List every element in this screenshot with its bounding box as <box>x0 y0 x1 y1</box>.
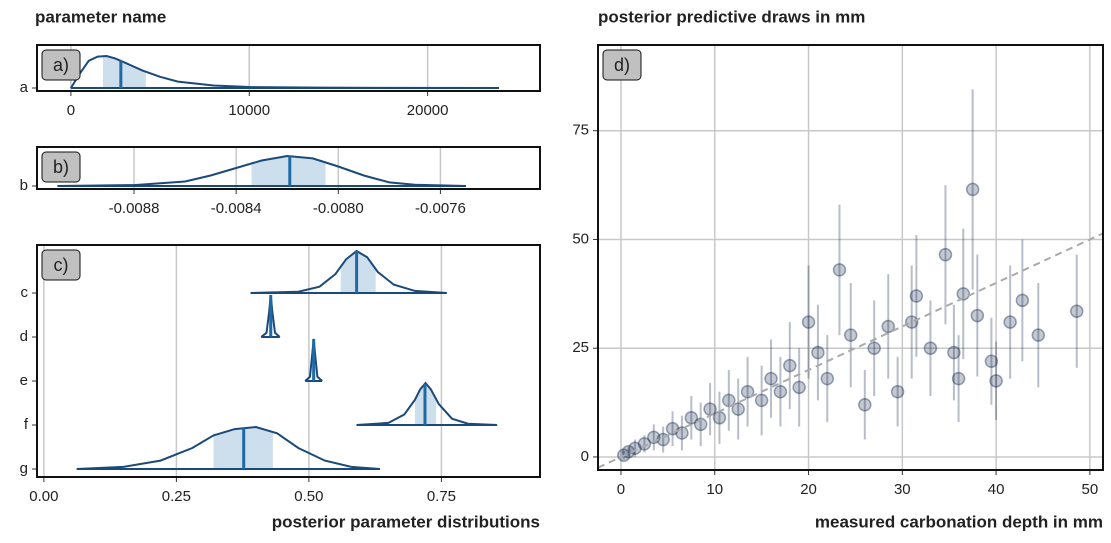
x-tick-label: 0.25 <box>162 488 191 505</box>
point <box>956 287 971 301</box>
panel-label-box <box>602 49 642 81</box>
panel-border <box>36 146 541 190</box>
point <box>731 402 745 416</box>
x-tick-label: 0.75 <box>427 488 456 505</box>
panel-label-text: b) <box>53 157 69 177</box>
point <box>740 384 755 399</box>
interval <box>102 56 146 88</box>
density-curve <box>356 381 498 426</box>
y-tick-label: 25 <box>572 339 589 356</box>
point <box>989 374 1003 388</box>
point <box>684 411 699 425</box>
point <box>965 182 980 197</box>
point <box>904 315 919 329</box>
chart-title: posterior predictive draws in mm <box>598 7 865 26</box>
density-curve <box>57 154 466 187</box>
x-tick-label: 50 <box>1082 481 1099 498</box>
x-tick-label: -0.0076 <box>415 200 466 217</box>
x-tick-label: 10000 <box>228 102 270 119</box>
point <box>858 397 872 412</box>
y-tick-label: d <box>20 328 28 345</box>
y-tick-label: g <box>20 460 28 477</box>
x-tick-label: 30 <box>894 481 911 498</box>
x-tick-label: 20 <box>800 481 817 498</box>
y-tick-label: b <box>20 177 28 194</box>
y-tick-label: e <box>20 372 28 389</box>
panel-label-text: d) <box>614 55 630 75</box>
panel-label: c) <box>41 249 81 281</box>
density-curve <box>70 54 499 89</box>
panel-label-box <box>41 249 81 281</box>
x-tick-label: -0.0084 <box>211 200 262 217</box>
point <box>890 384 905 399</box>
x-tick-label: 0.00 <box>29 488 58 505</box>
point <box>773 384 788 399</box>
density-curve <box>76 425 381 470</box>
y-tick-label: c <box>21 284 29 301</box>
point <box>1015 293 1030 308</box>
identity-line <box>597 232 1104 469</box>
panel-label-text: c) <box>54 255 69 275</box>
point <box>811 345 825 360</box>
point <box>938 247 953 262</box>
y-tick-label: a <box>20 79 29 96</box>
panel-border <box>597 44 1104 471</box>
y-tick-label: 75 <box>572 122 589 139</box>
point <box>754 393 769 408</box>
x-tick-label: 10 <box>706 481 723 498</box>
point <box>703 402 717 416</box>
x-tick-label: 20000 <box>407 102 449 119</box>
panel-border <box>36 44 541 92</box>
point <box>867 341 881 355</box>
point <box>947 345 961 360</box>
panel-label-text: a) <box>53 55 69 75</box>
point <box>1031 328 1046 342</box>
point <box>984 354 999 368</box>
point <box>951 371 966 386</box>
y-title: parameter name <box>35 7 166 26</box>
point <box>764 371 778 386</box>
panel-label: d) <box>602 49 642 81</box>
panel-border <box>36 244 541 478</box>
x-tick-label: 0 <box>67 102 75 119</box>
point <box>675 426 689 440</box>
point <box>712 411 727 425</box>
x-tick-label: 0 <box>617 481 625 498</box>
point <box>970 308 985 323</box>
x-title: measured carbonation depth in mm <box>815 512 1103 531</box>
y-tick-label: 50 <box>572 230 589 247</box>
panel-label: a) <box>41 49 81 81</box>
point <box>923 341 938 355</box>
point <box>1003 315 1017 329</box>
point <box>792 380 806 395</box>
y-tick-label: 0 <box>581 448 589 465</box>
point <box>801 315 816 329</box>
point <box>832 263 847 277</box>
point <box>1069 304 1084 318</box>
x-tick-label: -0.0080 <box>313 200 364 217</box>
point <box>843 328 858 342</box>
y-tick-label: f <box>24 416 29 433</box>
x-title: posterior parameter distributions <box>272 512 540 531</box>
point <box>783 358 797 373</box>
point <box>881 319 895 334</box>
panel-label: b) <box>41 151 81 183</box>
interval <box>340 251 376 293</box>
x-tick-label: 0.50 <box>294 488 323 505</box>
point <box>820 371 835 386</box>
x-tick-label: 40 <box>988 481 1005 498</box>
point <box>909 289 924 303</box>
panel-label-box <box>41 151 81 183</box>
x-tick-label: -0.0088 <box>109 200 160 217</box>
panel-label-box <box>41 49 81 81</box>
